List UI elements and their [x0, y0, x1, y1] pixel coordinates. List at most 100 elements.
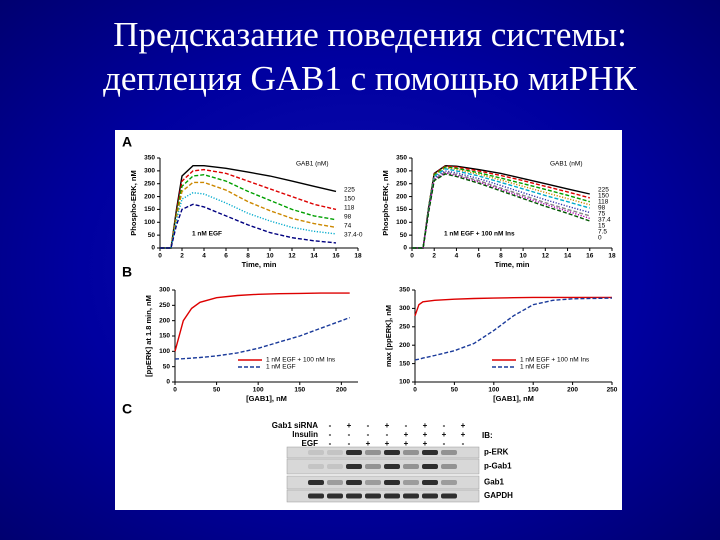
- condition-sign: +: [423, 421, 428, 430]
- blot-band: [422, 450, 438, 455]
- data-line: [174, 316, 350, 360]
- y-tick-label: 0: [166, 379, 170, 386]
- blot-band: [365, 480, 381, 485]
- x-tick-label: 4: [455, 253, 459, 260]
- data-line: [412, 167, 590, 249]
- y-tick-label: 200: [159, 317, 170, 324]
- condition-sign: -: [329, 430, 332, 439]
- x-tick-label: 12: [288, 253, 296, 260]
- condition-sign: -: [405, 421, 408, 430]
- y-tick-label: 300: [396, 168, 407, 175]
- annotation: 1 nM EGF: [192, 231, 222, 238]
- legend-title: GAB1 (nM): [296, 161, 329, 168]
- x-tick-label: 200: [336, 387, 347, 394]
- blot-band: [365, 493, 381, 499]
- data-line: [160, 203, 337, 249]
- y-tick-label: 250: [159, 302, 170, 309]
- data-line: [412, 173, 591, 249]
- blot-row-label: p-Gab1: [484, 462, 512, 471]
- x-axis-label: Time, min: [495, 260, 530, 269]
- x-tick-label: 2: [432, 253, 436, 260]
- slide-title-line: деплеция GAB1 с помощью миРНК: [103, 59, 637, 98]
- x-tick-label: 4: [202, 253, 206, 260]
- condition-sign: +: [385, 439, 390, 448]
- data-line: [414, 296, 612, 317]
- x-tick-label: 16: [586, 253, 594, 260]
- blot-band: [441, 493, 457, 499]
- blot-band: [384, 450, 400, 455]
- blot-band: [327, 464, 343, 469]
- condition-sign: -: [329, 421, 332, 430]
- data-line: [174, 292, 350, 352]
- y-axis-label: [ppERK] at 1.8 min, nM: [144, 295, 153, 377]
- data-line: [160, 168, 337, 249]
- x-tick-label: 14: [310, 253, 318, 260]
- condition-sign: +: [404, 439, 409, 448]
- y-tick-label: 250: [396, 180, 407, 187]
- y-tick-label: 50: [148, 232, 156, 239]
- legend-title: GAB1 (nM): [550, 161, 583, 168]
- data-line: [414, 297, 613, 361]
- condition-label: EGF: [302, 439, 319, 448]
- condition-sign: -: [443, 421, 446, 430]
- blot-strip: [286, 446, 480, 459]
- blot-row-label: p-ERK: [484, 448, 509, 457]
- y-axis-label: Phospho-ERK, nM: [129, 170, 138, 235]
- condition-sign: -: [443, 439, 446, 448]
- x-tick-label: 6: [224, 253, 228, 260]
- y-tick-label: 250: [399, 324, 410, 331]
- condition-sign: -: [367, 421, 370, 430]
- blot-band: [384, 480, 400, 485]
- y-tick-label: 100: [144, 219, 155, 226]
- x-tick-label: 0: [158, 253, 162, 260]
- condition-sign: +: [404, 430, 409, 439]
- legend-label: 0: [598, 235, 602, 242]
- blot-band: [346, 464, 362, 469]
- x-tick-label: 100: [253, 387, 264, 394]
- legend-label: 150: [598, 193, 609, 200]
- blot-band: [346, 493, 362, 499]
- legend-label: 118: [598, 199, 609, 206]
- y-tick-label: 350: [399, 287, 410, 294]
- y-tick-label: 100: [399, 379, 410, 386]
- condition-sign: -: [386, 430, 389, 439]
- y-tick-label: 150: [399, 360, 410, 367]
- y-tick-label: 300: [144, 168, 155, 175]
- x-tick-label: 100: [488, 387, 499, 394]
- panel-label: A: [122, 134, 132, 150]
- y-tick-label: 0: [403, 245, 407, 252]
- x-tick-label: 50: [451, 387, 459, 394]
- x-tick-label: 150: [294, 387, 305, 394]
- y-tick-label: 200: [396, 193, 407, 200]
- blot-band: [327, 480, 343, 485]
- x-tick-label: 18: [608, 253, 616, 260]
- y-tick-label: 100: [396, 219, 407, 226]
- x-tick-label: 2: [180, 253, 184, 260]
- blot-strip: [286, 489, 480, 503]
- y-tick-label: 200: [144, 193, 155, 200]
- blot-strip: [286, 458, 480, 475]
- legend-label: 225: [598, 187, 609, 194]
- panel-label: B: [122, 264, 132, 280]
- slide-title-line: Предсказание поведения системы:: [113, 15, 627, 54]
- x-tick-label: 18: [354, 253, 362, 260]
- blot-band: [422, 480, 438, 485]
- x-tick-label: 10: [519, 253, 527, 260]
- y-axis-label: Phospho-ERK, nM: [381, 170, 390, 235]
- x-tick-label: 8: [246, 253, 250, 260]
- blot-row-label: GAPDH: [484, 491, 513, 500]
- condition-sign: -: [329, 439, 332, 448]
- annotation: 1 nM EGF + 100 nM Ins: [444, 231, 515, 238]
- condition-sign: +: [423, 430, 428, 439]
- blot-band: [403, 464, 419, 469]
- blot-band: [441, 480, 457, 485]
- blot-band: [403, 480, 419, 485]
- legend-label: 1 nM EGF + 100 nM Ins: [266, 357, 336, 364]
- y-tick-label: 150: [159, 333, 170, 340]
- y-tick-label: 50: [400, 232, 408, 239]
- blot-band: [365, 464, 381, 469]
- blot-band: [403, 450, 419, 455]
- blot-band: [346, 480, 362, 485]
- x-tick-label: 0: [413, 387, 417, 394]
- blot-band: [308, 464, 324, 469]
